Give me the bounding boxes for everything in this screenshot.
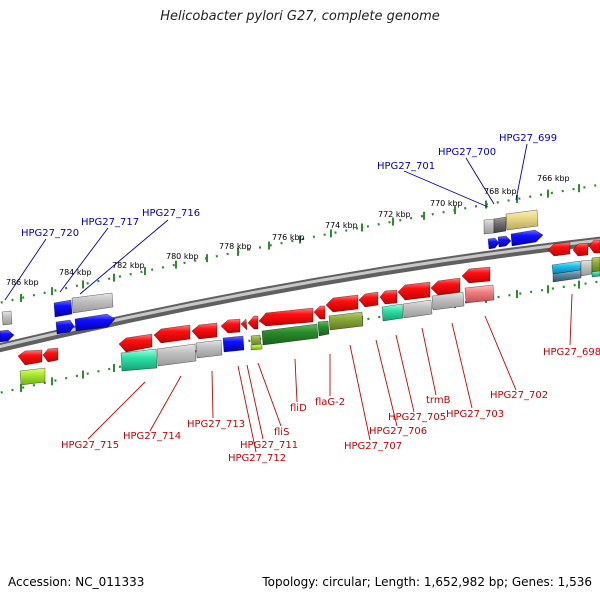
gene-reverse[interactable]: [258, 307, 314, 327]
gene-reverse[interactable]: [328, 311, 364, 331]
gene-label-hpg27-702[interactable]: HPG27_702: [490, 390, 548, 401]
gene-reverse[interactable]: [572, 242, 589, 257]
gene-reverse[interactable]: [17, 349, 43, 366]
gene-reverse[interactable]: [19, 367, 46, 386]
gene-label-hpg27-703[interactable]: HPG27_703: [446, 409, 504, 420]
ruler-tick-766: 766 kbp: [537, 174, 570, 183]
ruler-tick-782: 782 kbp: [112, 261, 145, 270]
gene-label-hpg27-698[interactable]: HPG27_698: [543, 347, 600, 358]
ruler-tick-780: 780 kbp: [166, 252, 199, 261]
forward-ruler-track: [0, 183, 600, 304]
reverse-labels: HPG27_715 HPG27_714 HPG27_713 HPG27_712 …: [61, 347, 600, 464]
gene-reverse[interactable]: [379, 289, 398, 305]
gene-reverse[interactable]: [325, 294, 359, 313]
forward-genes: [0, 209, 544, 343]
gene-label-hpg27-712[interactable]: HPG27_712: [228, 453, 286, 464]
gene-reverse[interactable]: [153, 324, 191, 344]
ruler-tick-784: 784 kbp: [59, 268, 92, 277]
gene-label-hpg27-713[interactable]: HPG27_713: [187, 419, 245, 430]
gene-reverse[interactable]: [240, 318, 248, 331]
forward-label-leaders: [4, 143, 528, 301]
gene-label-hpg27-720[interactable]: HPG27_720: [21, 228, 79, 239]
gene-forward[interactable]: [505, 209, 539, 231]
reverse-genes: [17, 239, 600, 386]
reverse-ruler-track: [0, 280, 600, 394]
gene-reverse[interactable]: [250, 343, 263, 351]
gene-label-flag-2[interactable]: flaG-2: [315, 397, 345, 408]
gene-forward[interactable]: [487, 237, 500, 250]
gene-forward[interactable]: [1, 310, 13, 326]
gene-reverse[interactable]: [430, 277, 461, 296]
gene-forward[interactable]: [74, 313, 116, 332]
gene-reverse[interactable]: [464, 284, 495, 304]
gene-forward[interactable]: [497, 235, 512, 248]
accession: Accession: NC_011333: [8, 575, 145, 589]
gene-reverse[interactable]: [118, 333, 153, 353]
gene-label-hpg27-707[interactable]: HPG27_707: [344, 441, 402, 452]
gene-reverse[interactable]: [120, 348, 158, 372]
gene-forward[interactable]: [71, 292, 114, 314]
gene-forward[interactable]: [55, 319, 75, 335]
gene-reverse[interactable]: [591, 270, 600, 278]
gene-label-hpg27-706[interactable]: HPG27_706: [369, 426, 427, 437]
gene-reverse[interactable]: [591, 256, 600, 274]
gene-reverse[interactable]: [261, 323, 319, 346]
gene-reverse[interactable]: [247, 315, 259, 330]
gene-label-hpg27-711[interactable]: HPG27_711: [240, 440, 298, 451]
gene-label-hpg27-717[interactable]: HPG27_717: [81, 217, 139, 228]
gene-reverse[interactable]: [547, 241, 571, 257]
gene-label-hpg27-716[interactable]: HPG27_716: [142, 208, 200, 219]
gene-reverse[interactable]: [191, 322, 218, 340]
gene-reverse[interactable]: [317, 320, 330, 337]
gene-forward[interactable]: [510, 229, 544, 247]
ruler-labels: 786 kbp 784 kbp 782 kbp 780 kbp 778 kbp …: [6, 174, 570, 287]
forward-labels: HPG27_720 HPG27_717 HPG27_716 HPG27_701 …: [21, 133, 557, 239]
ruler-tick-770: 770 kbp: [430, 199, 463, 208]
gene-reverse[interactable]: [461, 266, 491, 284]
ruler-tick-778: 778 kbp: [219, 242, 252, 251]
gene-reverse[interactable]: [42, 347, 59, 363]
gene-reverse[interactable]: [402, 299, 433, 319]
gene-reverse[interactable]: [397, 281, 431, 301]
gene-reverse[interactable]: [580, 259, 593, 277]
gene-label-flis[interactable]: fliS: [274, 427, 289, 438]
gene-label-hpg27-714[interactable]: HPG27_714: [123, 431, 181, 442]
gene-forward[interactable]: [493, 216, 507, 234]
gene-label-hpg27-701[interactable]: HPG27_701: [377, 161, 435, 172]
title: Helicobacter pylori G27, complete genome: [160, 9, 440, 24]
gene-reverse[interactable]: [588, 239, 600, 254]
ruler-tick-772: 772 kbp: [378, 210, 411, 219]
ruler-tick-774: 774 kbp: [325, 221, 358, 230]
gene-reverse[interactable]: [156, 343, 197, 367]
gene-reverse[interactable]: [381, 303, 404, 322]
ruler-tick-776: 776 kbp: [272, 233, 305, 242]
gene-label-trmb[interactable]: trmB: [426, 395, 451, 406]
gene-label-hpg27-705[interactable]: HPG27_705: [388, 412, 446, 423]
gene-reverse[interactable]: [431, 291, 465, 311]
gene-forward[interactable]: [483, 218, 495, 235]
gene-label-flid[interactable]: fliD: [290, 403, 307, 414]
gene-label-hpg27-715[interactable]: HPG27_715: [61, 440, 119, 451]
reverse-label-leaders: [87, 293, 573, 453]
gene-reverse[interactable]: [358, 291, 379, 308]
ruler-tick-786: 786 kbp: [6, 278, 39, 287]
gene-label-hpg27-700[interactable]: HPG27_700: [438, 147, 496, 158]
gene-reverse[interactable]: [313, 305, 326, 320]
gene-reverse[interactable]: [195, 339, 223, 359]
gene-reverse[interactable]: [222, 335, 245, 353]
gene-forward[interactable]: [0, 329, 15, 343]
topology-summary: Topology: circular; Length: 1,652,982 bp…: [262, 575, 592, 589]
gene-forward[interactable]: [53, 299, 73, 318]
gene-label-hpg27-699[interactable]: HPG27_699: [499, 133, 557, 144]
gene-reverse[interactable]: [552, 269, 582, 283]
ruler-tick-768: 768 kbp: [484, 187, 517, 196]
gene-reverse[interactable]: [220, 318, 241, 334]
